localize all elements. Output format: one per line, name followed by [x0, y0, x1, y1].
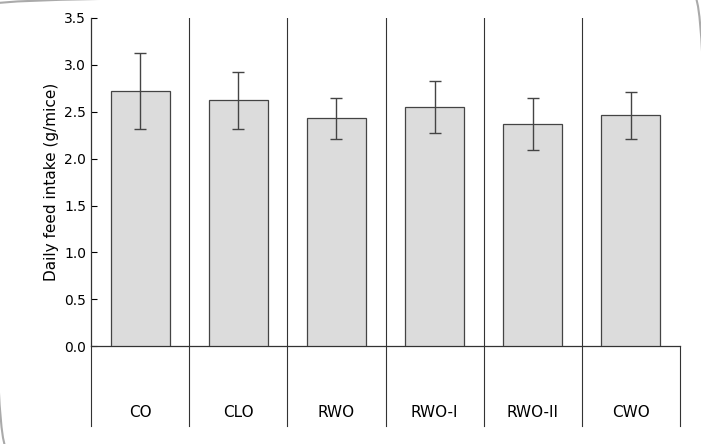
Y-axis label: Daily feed intake (g/mice): Daily feed intake (g/mice) [43, 83, 59, 281]
Bar [307, 118, 366, 346]
Bar [503, 124, 562, 346]
Text: RWO: RWO [318, 405, 355, 420]
Text: RWO-I: RWO-I [411, 405, 458, 420]
Bar [601, 115, 660, 346]
Text: CLO: CLO [223, 405, 254, 420]
Bar [405, 107, 464, 346]
Bar [209, 100, 268, 346]
Text: CO: CO [129, 405, 151, 420]
Text: RWO-II: RWO-II [507, 405, 559, 420]
Text: CWO: CWO [612, 405, 650, 420]
Bar [111, 91, 170, 346]
